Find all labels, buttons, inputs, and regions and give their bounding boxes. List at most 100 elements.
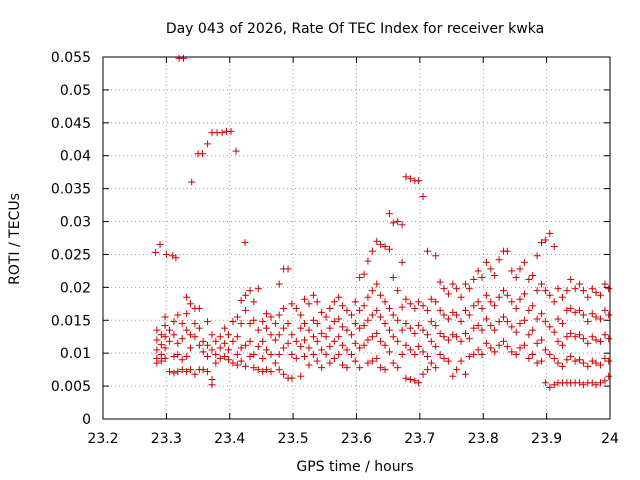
data-point: [482, 291, 490, 299]
data-point: [411, 350, 419, 358]
data-point: [550, 298, 558, 306]
data-point: [183, 352, 191, 360]
data-point: [491, 326, 499, 334]
data-point: [512, 273, 520, 281]
data-point: [503, 291, 511, 299]
x-tick-label: 23.2: [87, 431, 118, 447]
y-tick-label: 0.01: [60, 346, 91, 362]
data-point: [415, 177, 423, 185]
data-point: [275, 331, 283, 339]
data-point: [343, 346, 351, 354]
data-point: [183, 293, 191, 301]
data-point: [567, 275, 575, 283]
data-point: [465, 285, 473, 293]
data-point: [174, 311, 182, 319]
data-point: [579, 287, 587, 295]
data-point: [538, 239, 546, 247]
data-point: [204, 352, 212, 360]
data-point: [529, 272, 537, 280]
data-point: [161, 344, 169, 352]
data-point: [516, 295, 524, 303]
data-point: [301, 320, 309, 328]
data-point: [335, 315, 343, 323]
data-point: [394, 287, 402, 295]
data-point: [605, 335, 613, 343]
data-point: [297, 372, 305, 380]
data-point: [520, 290, 528, 298]
data-point: [398, 258, 406, 266]
data-point: [161, 354, 169, 362]
y-tick-label: 0.035: [51, 182, 91, 198]
data-point: [221, 324, 229, 332]
data-point: [166, 326, 174, 334]
data-point: [326, 304, 334, 312]
data-point: [579, 335, 587, 343]
data-point: [237, 357, 245, 365]
grid-lines: [103, 57, 610, 419]
data-point: [322, 313, 330, 321]
data-point: [309, 291, 317, 299]
data-point: [470, 302, 478, 310]
data-point: [533, 287, 541, 295]
data-point: [198, 150, 206, 158]
data-point: [267, 331, 275, 339]
data-point: [592, 313, 600, 321]
data-point: [576, 306, 584, 314]
data-point: [423, 331, 431, 339]
data-point: [567, 352, 575, 360]
y-tick-label: 0.05: [60, 83, 91, 99]
data-point: [478, 304, 486, 312]
data-point: [533, 315, 541, 323]
data-point: [512, 350, 520, 358]
data-point: [478, 273, 486, 281]
data-point: [242, 306, 250, 314]
data-point: [237, 297, 245, 305]
plot-frame: [102, 56, 611, 420]
data-point: [503, 318, 511, 326]
data-point: [301, 352, 309, 360]
data-point: [592, 336, 600, 344]
data-point: [487, 344, 495, 352]
data-point: [423, 352, 431, 360]
data-point: [166, 368, 174, 376]
data-point: [373, 329, 381, 337]
data-point: [351, 339, 359, 347]
data-point: [191, 333, 199, 341]
data-point: [398, 221, 406, 229]
data-point: [377, 337, 385, 345]
data-point: [271, 359, 279, 367]
data-point: [191, 320, 199, 328]
data-point: [385, 326, 393, 334]
data-point: [267, 368, 275, 376]
data-point: [330, 298, 338, 306]
data-point: [250, 316, 258, 324]
data-point: [427, 318, 435, 326]
data-point: [313, 298, 321, 306]
data-point: [186, 300, 194, 308]
y-tick-label: 0: [82, 412, 91, 428]
data-point: [440, 333, 448, 341]
data-point: [491, 272, 499, 280]
data-point: [500, 287, 508, 295]
data-point: [427, 295, 435, 303]
data-point: [482, 339, 490, 347]
data-point: [541, 379, 549, 387]
data-point: [579, 311, 587, 319]
data-point: [398, 303, 406, 311]
data-point: [541, 287, 549, 295]
data-point: [554, 315, 562, 323]
data-point: [576, 331, 584, 339]
data-point: [444, 290, 452, 298]
data-point: [195, 324, 203, 332]
data-point: [343, 364, 351, 372]
data-point: [254, 343, 262, 351]
x-tick-label: 23.9: [531, 431, 562, 447]
data-point: [576, 280, 584, 288]
data-point: [170, 352, 178, 360]
data-point: [436, 350, 444, 358]
data-point: [356, 324, 364, 332]
data-point: [318, 308, 326, 316]
data-point: [381, 366, 389, 374]
data-point: [406, 346, 414, 354]
data-point: [170, 369, 178, 377]
